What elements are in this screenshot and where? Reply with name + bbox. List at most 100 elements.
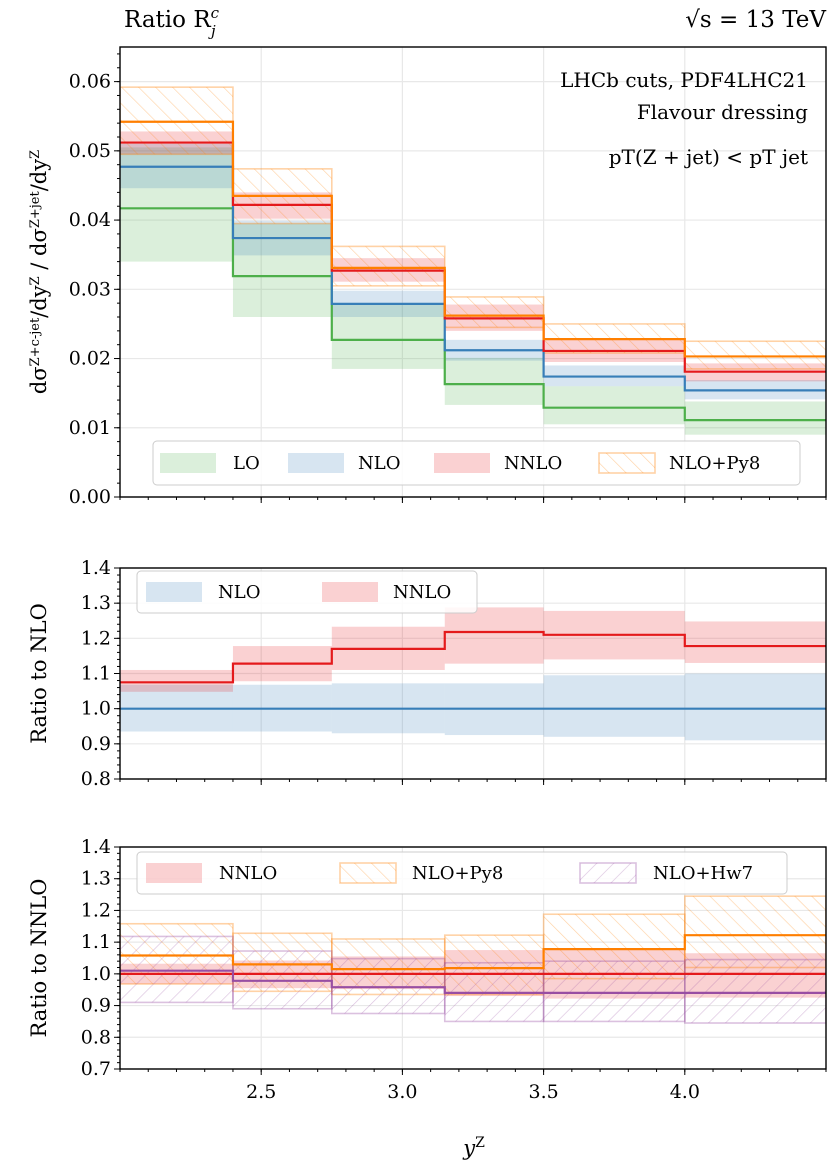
legend-label-nlo-hw7: NLO+Hw7 <box>653 863 753 884</box>
legend-swatch-nlo-hw7 <box>579 862 637 884</box>
plot-area-main <box>120 86 826 435</box>
y-label-part: Z+c-jet <box>28 317 43 366</box>
x-tick-label: 3.0 <box>387 1081 417 1103</box>
y-tick-label: 1.3 <box>81 868 111 890</box>
lo-band-bin <box>543 386 685 425</box>
nlo-hw7-step-line <box>120 969 826 994</box>
nlo-py8-hatch-bin <box>443 296 545 329</box>
frame-main <box>119 46 827 498</box>
plot-area-ratio-nnlo <box>120 895 826 1024</box>
y-tick-label: 1.1 <box>81 663 111 685</box>
y-axis-label-ratio-nnlo: Ratio to NNLO <box>27 879 51 1038</box>
nlo-py8-step-line <box>120 120 826 358</box>
y-label-part: / dσ <box>27 228 51 276</box>
legend-label-nnlo: NNLO <box>219 863 277 884</box>
y-tick-label: 0.04 <box>69 209 111 231</box>
nlo-band-bin <box>684 673 826 741</box>
lo-band-bin <box>684 401 826 435</box>
x-axis-label: yZ <box>462 1135 485 1160</box>
nlo-band-bin <box>543 675 685 737</box>
y-tick-label: 0.06 <box>69 71 111 93</box>
plot-area-ratio-nlo <box>120 607 826 741</box>
lo-band-bin <box>444 357 544 405</box>
nnlo-step-line <box>120 630 826 684</box>
annotation-pt-cut: pT(Z + jet) < pT jet <box>609 145 808 169</box>
x-tick-label: 4.0 <box>670 1081 700 1103</box>
nnlo-band-bin <box>120 669 233 692</box>
y-tick-label: 0.8 <box>81 768 111 790</box>
legend-label-nlo-py8: NLO+Py8 <box>412 863 503 884</box>
legend-swatch-nnlo <box>322 582 378 602</box>
nnlo-band-bin <box>444 607 544 664</box>
y-tick-label: 0.8 <box>81 1026 111 1048</box>
legend-swatch-nlo <box>288 453 344 473</box>
main-panel: 0.00 0.01 0.02 0.03 0.04 0.05 0.06 dσZ+c-jet/dy… <box>27 46 827 508</box>
lo-step-line <box>120 207 826 422</box>
annotation-dressing: Flavour dressing <box>637 100 808 124</box>
y-tick-label: 0.9 <box>81 733 111 755</box>
y-axis-label-main: dσZ+c-jet/dyZ / dσZ+jet/dyZ <box>27 150 51 394</box>
ratio-nnlo-panel: 0.7 0.8 0.9 1.0 1.1 1.2 1.3 1.4 2.5 3.0 3.5 4.0 Rati… <box>27 836 827 1103</box>
y-tick-label: 1.2 <box>81 627 111 649</box>
y-tick-label: 0.05 <box>69 140 111 162</box>
legend-label-nlo: NLO <box>358 453 400 474</box>
lo-band-bin <box>331 303 445 369</box>
ticks-main: 0.00 0.01 0.02 0.03 0.04 0.05 0.06 <box>69 53 827 508</box>
y-tick-label: 0.02 <box>69 348 111 370</box>
legend-label-nnlo: NNLO <box>393 582 451 603</box>
y-label-part: /dy <box>27 285 51 318</box>
y-axis-label-ratio-nlo: Ratio to NLO <box>27 603 51 744</box>
y-tick-label: 0.01 <box>69 417 111 439</box>
chart-title-right: √s = 13 TeV <box>685 7 826 33</box>
y-tick-label: 1.0 <box>81 698 111 720</box>
nnlo-band-bin <box>684 621 826 663</box>
nlo-py8-hatch-bin <box>683 895 826 969</box>
y-label-part: /dy <box>27 159 51 192</box>
y-tick-label: 1.4 <box>81 836 111 858</box>
legend-swatch-nlo-py8 <box>339 862 397 884</box>
y-tick-label: 0.00 <box>69 486 111 508</box>
legend-label-nlo: NLO <box>218 582 260 603</box>
legend-label-nnlo: NNLO <box>504 453 562 474</box>
nlo-hw7-hatch-bin <box>683 958 826 1024</box>
ticks-ratio-nnlo: 0.7 0.8 0.9 1.0 1.1 1.2 1.3 1.4 2.5 3.0 3.5 4.0 <box>81 836 827 1103</box>
nlo-hw7-hatch-bin <box>330 957 446 1015</box>
legend-swatch-nlo <box>146 582 202 602</box>
frame-ratio-nnlo <box>119 846 827 1070</box>
y-tick-label: 1.4 <box>81 557 111 579</box>
ratio-nlo-panel: 0.8 0.9 1.0 1.1 1.2 1.3 1.4 Ratio to NLO NLO NNLO <box>27 557 827 790</box>
y-label-part: Z+jet <box>28 191 43 229</box>
ticks-ratio-nlo: 0.8 0.9 1.0 1.1 1.2 1.3 1.4 <box>81 557 827 790</box>
legend-label-lo: LO <box>233 453 260 474</box>
legend-swatch-nlo-py8 <box>598 452 656 474</box>
legend-swatch-nnlo <box>146 863 202 883</box>
nlo-hw7-hatch-bin <box>542 960 686 1023</box>
legend-frame <box>136 851 788 895</box>
y-tick-label: 0.7 <box>81 1058 111 1080</box>
x-tick-label: 2.5 <box>246 1081 276 1103</box>
legend-main: LO NLO NNLO NLO+Py8 <box>152 440 801 486</box>
y-label-part: Z <box>28 150 43 159</box>
y-tick-label: 1.3 <box>81 592 111 614</box>
legend-frame <box>136 570 478 614</box>
legend-ratio-nlo: NLO NNLO <box>136 570 478 614</box>
legend-swatch-lo <box>160 453 216 473</box>
x-tick-label: 3.5 <box>528 1081 558 1103</box>
y-tick-label: 0.9 <box>81 995 111 1017</box>
y-label-part: Z <box>28 276 43 285</box>
chart-title-left: Ratio Rc j <box>124 4 220 40</box>
nlo-py8-hatch-bin <box>683 340 826 370</box>
legend-ratio-nnlo: NNLO NLO+Py8 NLO+Hw7 <box>136 851 788 895</box>
y-label-part: dσ <box>27 366 51 394</box>
nlo-hw7-hatch-bin <box>120 935 234 1004</box>
y-tick-label: 0.03 <box>69 278 111 300</box>
y-tick-label: 1.0 <box>81 963 111 985</box>
legend-label-nlo-py8: NLO+Py8 <box>669 453 760 474</box>
nlo-py8-hatch-bin <box>330 245 446 287</box>
nlo-step-line <box>120 165 826 392</box>
legend-frame <box>152 440 801 486</box>
nlo-py8-step-line <box>120 934 826 971</box>
y-tick-label: 1.2 <box>81 899 111 921</box>
annotation-cuts: LHCb cuts, PDF4LHC21 <box>560 68 808 92</box>
